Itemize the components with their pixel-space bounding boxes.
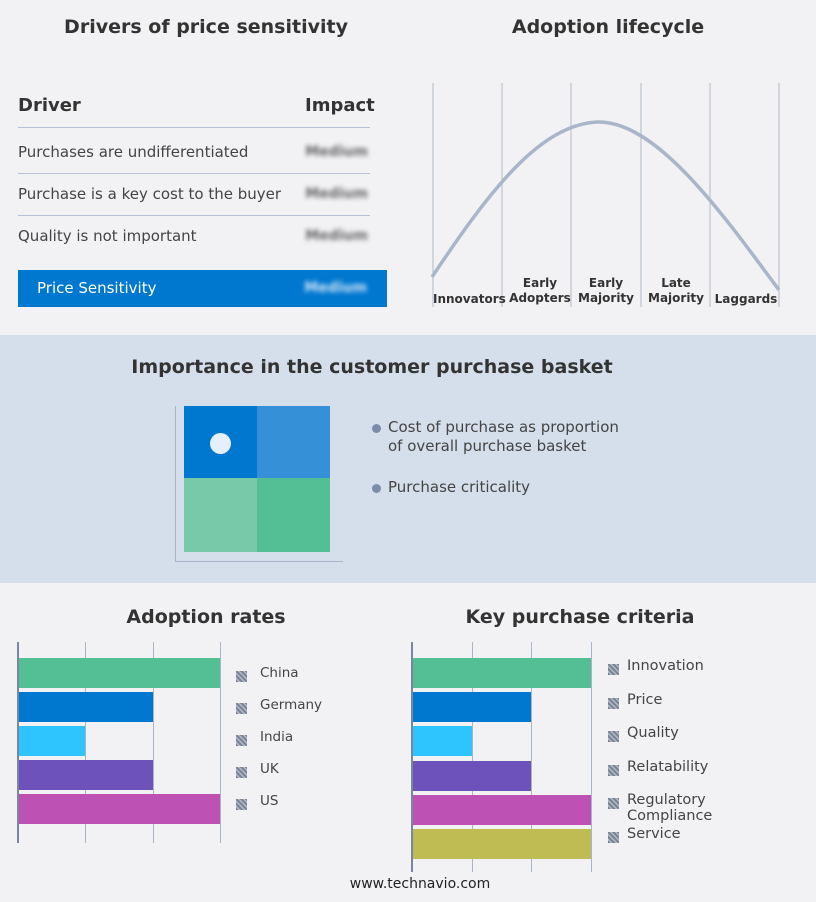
- gridline: [471, 642, 473, 872]
- basket-title: Importance in the customer purchase bask…: [131, 356, 613, 378]
- driver-row: Purchases are undifferentiated Medium: [18, 131, 370, 174]
- bar-india: [18, 726, 86, 756]
- driver-label: Purchases are undifferentiated: [18, 143, 249, 161]
- gridline: [591, 642, 593, 872]
- bar-regulatory-compliance: [412, 794, 592, 825]
- bar-quality: [412, 726, 472, 757]
- bar-relatability: [412, 760, 532, 791]
- driver-header: Driver: [18, 95, 81, 116]
- gridline: [152, 642, 154, 843]
- stage-laggards: Laggards: [714, 292, 778, 306]
- legend-swatch-icon: [236, 671, 247, 682]
- legend-swatch-icon: [236, 767, 247, 778]
- stage-late-majority: Late Majority: [648, 276, 704, 305]
- impact-header: Impact: [305, 95, 375, 116]
- summary-label: Price Sensitivity: [37, 279, 157, 297]
- impact-value: Medium: [305, 144, 368, 160]
- bar-us: [18, 794, 220, 824]
- bar-germany: [18, 692, 153, 722]
- driver-row: Purchase is a key cost to the buyer Mediu…: [18, 173, 370, 216]
- bar-china: [18, 658, 220, 688]
- driver-label: Purchase is a key cost to the buyer: [18, 185, 282, 203]
- stage-early-majority: Early Majority: [578, 276, 634, 305]
- bar-uk: [18, 760, 153, 790]
- basket-legend-criticality: Purchase criticality: [388, 478, 531, 496]
- kpc-title: Key purchase criteria: [465, 606, 695, 628]
- legend-swatch-icon: [236, 735, 247, 746]
- adoption-curve: [430, 120, 781, 292]
- legend-swatch-icon: [608, 798, 619, 810]
- bullet-icon: [372, 484, 381, 493]
- legend-label: Innovation: [627, 658, 704, 674]
- legend-label: China: [260, 665, 299, 681]
- stage-early-adopters: Early Adopters: [509, 276, 571, 305]
- bar-innovation: [412, 658, 592, 688]
- legend-swatch-icon: [236, 703, 247, 714]
- impact-value: Medium: [305, 186, 368, 202]
- legend-swatch-icon: [608, 764, 619, 776]
- legend-label: UK: [260, 761, 279, 777]
- bar-service: [412, 829, 592, 859]
- legend-swatch-icon: [608, 664, 619, 675]
- basket-legend-cost: Cost of purchase as proportion of overal…: [388, 418, 619, 455]
- basket-section: [0, 335, 816, 583]
- matrix-cell: [257, 478, 330, 552]
- legend-swatch-icon: [608, 731, 619, 743]
- summary-impact: Medium: [304, 280, 367, 296]
- legend-label: Regulatory Compliance: [627, 792, 713, 825]
- legend-label: Price: [627, 691, 663, 708]
- legend-label: US: [260, 793, 279, 809]
- driver-row: Quality is not important Medium: [18, 215, 370, 257]
- legend-label: India: [260, 729, 294, 745]
- legend-swatch-icon: [608, 697, 619, 709]
- adoption-rates-title: Adoption rates: [126, 606, 286, 628]
- impact-value: Medium: [305, 228, 368, 244]
- drivers-title: Drivers of price sensitivity: [64, 16, 348, 38]
- y-axis: [411, 642, 413, 872]
- legend-label: Quality: [627, 725, 679, 742]
- driver-label: Quality is not important: [18, 227, 197, 245]
- gridline: [531, 642, 533, 872]
- header-divider: [18, 127, 370, 128]
- legend-label: Germany: [260, 697, 323, 713]
- legend-swatch-icon: [608, 832, 619, 843]
- legend-label: Service: [627, 826, 681, 842]
- gridline: [219, 642, 221, 843]
- bullet-icon: [372, 424, 381, 433]
- lifecycle-title: Adoption lifecycle: [511, 16, 705, 38]
- legend-label: Relatability: [627, 758, 709, 775]
- legend-swatch-icon: [236, 799, 247, 810]
- basket-matrix-axes: [175, 406, 343, 562]
- matrix-cell: [184, 478, 257, 552]
- bar-price: [412, 692, 532, 723]
- price-sensitivity-summary: Price Sensitivity Medium: [18, 270, 387, 307]
- footer-url: www.technavio.com: [349, 876, 491, 892]
- position-marker: [210, 433, 231, 454]
- lifecycle-chart: [430, 83, 781, 307]
- stage-innovators: Innovators: [433, 292, 506, 306]
- y-axis: [17, 642, 19, 843]
- gridline: [85, 642, 87, 843]
- matrix-cell: [257, 406, 330, 478]
